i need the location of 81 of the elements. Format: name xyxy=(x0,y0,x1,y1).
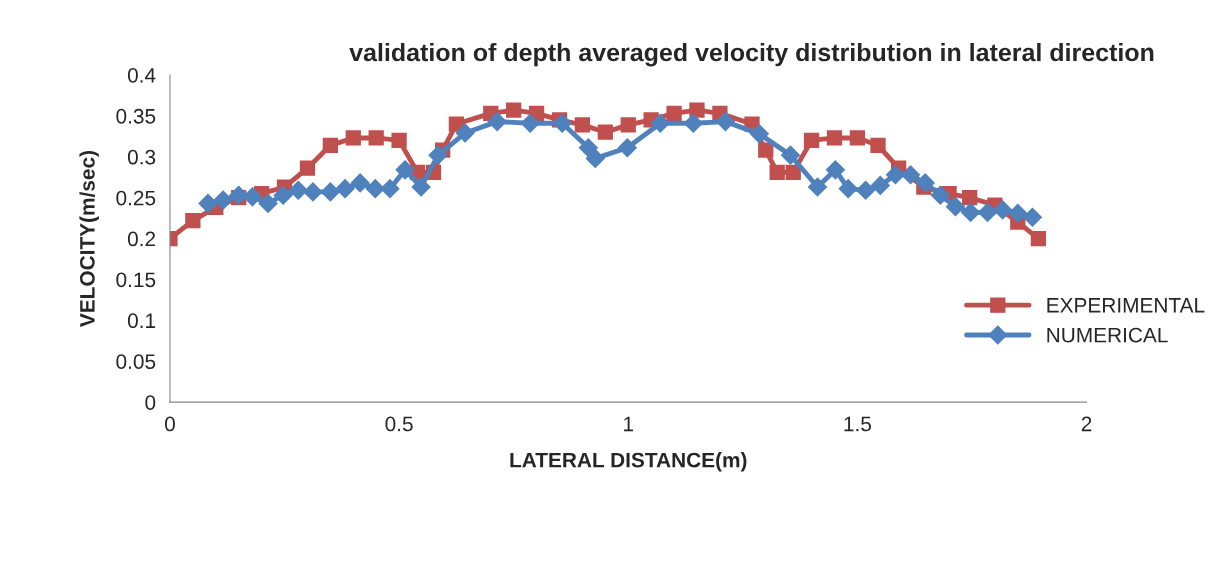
y-tick-label: 0.1 xyxy=(127,313,156,329)
y-tick-label: 0.3 xyxy=(127,149,156,165)
point xyxy=(683,113,704,134)
point xyxy=(838,178,859,199)
point xyxy=(506,102,522,118)
y-tick-label: 0.25 xyxy=(116,190,156,206)
point xyxy=(915,173,936,193)
point xyxy=(870,175,891,196)
x-tick-label: 2 xyxy=(1081,416,1092,432)
point xyxy=(807,177,828,197)
point xyxy=(900,164,921,185)
point xyxy=(299,160,316,176)
point xyxy=(689,102,705,118)
point xyxy=(992,200,1013,220)
point xyxy=(574,117,591,133)
point xyxy=(345,130,361,146)
point xyxy=(803,132,820,149)
y-tick-label: 0 xyxy=(145,395,156,410)
point xyxy=(650,113,671,134)
point xyxy=(350,173,370,193)
point xyxy=(826,130,843,146)
point xyxy=(749,124,770,144)
point xyxy=(1022,207,1043,228)
chart-title: validation of depth averaged velocity distribution in lateral direction xyxy=(349,42,1154,67)
y-tick-label: 0.15 xyxy=(116,272,156,288)
legend-label: EXPERIMENTAL xyxy=(1047,298,1205,313)
point xyxy=(758,142,774,158)
point xyxy=(487,111,507,132)
point xyxy=(520,113,540,134)
point xyxy=(303,182,323,202)
point xyxy=(1007,203,1028,224)
point xyxy=(617,137,638,158)
y-tick-label: 0.2 xyxy=(127,231,156,247)
point xyxy=(960,202,981,223)
point xyxy=(228,185,249,206)
point xyxy=(242,187,263,207)
point xyxy=(428,145,448,165)
point xyxy=(769,164,785,180)
point xyxy=(213,190,233,210)
point xyxy=(855,180,876,201)
point xyxy=(258,193,278,214)
point xyxy=(962,190,978,206)
y-tick-label: 0.35 xyxy=(116,108,156,124)
point xyxy=(870,137,886,153)
point xyxy=(1030,230,1047,247)
point xyxy=(885,164,906,185)
point xyxy=(395,160,415,180)
point xyxy=(780,145,801,165)
point xyxy=(455,123,475,143)
point xyxy=(198,193,218,214)
point xyxy=(977,202,998,223)
point xyxy=(273,185,293,206)
point xyxy=(380,178,400,199)
point xyxy=(552,113,573,134)
point xyxy=(322,137,338,153)
point xyxy=(945,196,966,217)
x-tick-label: 1 xyxy=(624,416,634,432)
x-tick-label: 0.5 xyxy=(385,416,413,432)
point xyxy=(715,111,736,132)
point xyxy=(930,185,951,206)
point xyxy=(597,124,613,140)
point xyxy=(185,212,201,229)
legend-label: NUMERICAL xyxy=(1047,327,1168,343)
point xyxy=(288,180,309,201)
x-axis-title: LATERAL DISTANCE(m) xyxy=(510,452,747,472)
point xyxy=(666,105,682,122)
point xyxy=(585,148,606,169)
point xyxy=(335,178,355,199)
point xyxy=(825,160,846,180)
point xyxy=(391,132,407,149)
point xyxy=(620,117,636,133)
point xyxy=(849,130,866,146)
y-axis-title: VELOCITY(m/sec) xyxy=(79,151,99,327)
x-tick-label: 1.5 xyxy=(844,416,871,432)
x-tick-label: 0 xyxy=(164,416,175,432)
point xyxy=(411,177,431,197)
y-tick-label: 0.05 xyxy=(116,354,156,369)
point xyxy=(320,182,341,202)
point xyxy=(578,137,599,158)
y-tick-label: 0.4 xyxy=(127,67,156,83)
point xyxy=(368,130,384,146)
